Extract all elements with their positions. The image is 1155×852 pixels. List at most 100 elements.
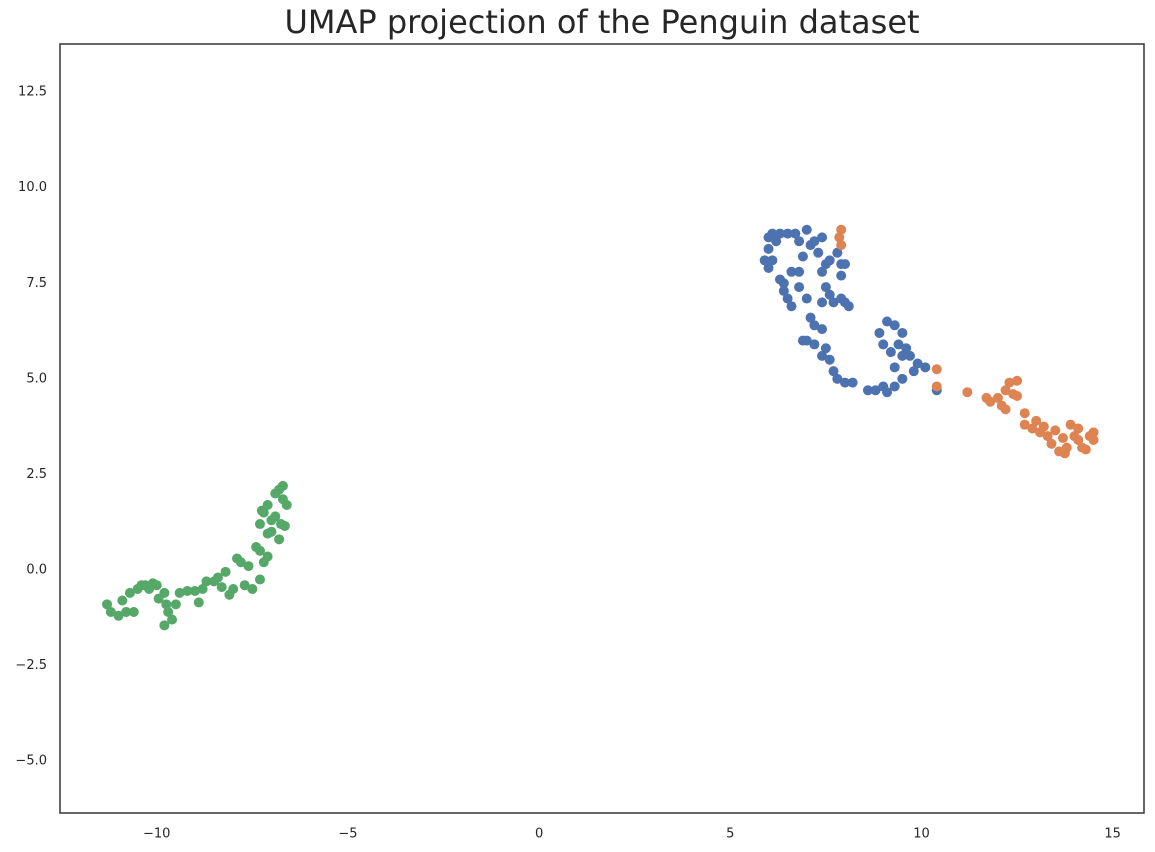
scatter-point xyxy=(794,282,805,293)
scatter-point xyxy=(1031,415,1042,426)
scatter-point xyxy=(813,247,824,258)
scatter-point xyxy=(893,339,904,350)
scatter-point xyxy=(774,228,785,239)
scatter-point xyxy=(809,236,820,247)
scatter-point xyxy=(801,293,812,304)
scatter-point xyxy=(817,266,828,277)
y-tick-label: 5.0 xyxy=(26,371,47,386)
y-tick-label: 12.5 xyxy=(18,85,47,100)
plot-frame xyxy=(59,43,1145,814)
scatter-point xyxy=(897,350,908,361)
scatter-point xyxy=(1088,427,1099,438)
scatter-point xyxy=(235,557,246,568)
scatter-point xyxy=(836,224,847,235)
scatter-point xyxy=(778,278,789,289)
scatter-point xyxy=(817,297,828,308)
scatter-point xyxy=(786,301,797,312)
scatter-point xyxy=(128,606,139,617)
scatter-point xyxy=(763,243,774,254)
scatter-point xyxy=(834,232,845,243)
scatter-point xyxy=(828,297,839,308)
scatter-point xyxy=(1080,444,1091,455)
scatter-point xyxy=(885,347,896,358)
scatter-point xyxy=(124,587,135,598)
scatter-point xyxy=(824,354,835,365)
scatter-point xyxy=(197,584,208,595)
scatter-point xyxy=(1042,431,1053,442)
scatter-point xyxy=(182,585,193,596)
scatter-point xyxy=(828,366,839,377)
scatter-point xyxy=(201,576,212,587)
scatter-point xyxy=(797,251,808,262)
scatter-point xyxy=(262,528,273,539)
scatter-point xyxy=(1019,408,1030,419)
scatter-point xyxy=(839,377,850,388)
scatter-point xyxy=(847,377,858,388)
scatter-point xyxy=(174,587,185,598)
scatter-point xyxy=(1088,434,1099,445)
scatter-point xyxy=(254,545,265,556)
x-tick-label: 10 xyxy=(913,827,930,842)
scatter-point xyxy=(878,339,889,350)
scatter-point xyxy=(254,574,265,585)
scatter-point xyxy=(247,584,258,595)
scatter-point xyxy=(117,595,128,606)
scatter-point xyxy=(767,228,778,239)
scatter-point xyxy=(897,327,908,338)
scatter-point xyxy=(262,551,273,562)
scatter-point xyxy=(862,385,873,396)
scatter-point xyxy=(889,362,900,373)
scatter-point xyxy=(256,505,267,516)
scatter-point xyxy=(832,373,843,384)
scatter-point xyxy=(159,587,170,598)
scatter-point xyxy=(778,285,789,296)
scatter-point xyxy=(189,585,200,596)
scatter-point xyxy=(817,232,828,243)
scatter-point xyxy=(797,335,808,346)
scatter-point xyxy=(782,228,793,239)
scatter-point xyxy=(1012,375,1023,386)
scatter-point xyxy=(882,387,893,398)
scatter-point xyxy=(254,519,265,530)
y-tick-label: 7.5 xyxy=(26,276,47,291)
scatter-point xyxy=(243,561,254,572)
scatter-point xyxy=(1065,419,1076,430)
scatter-point xyxy=(882,316,893,327)
scatter-point xyxy=(904,350,915,361)
scatter-point xyxy=(1050,425,1061,436)
scatter-point xyxy=(270,511,281,522)
scatter-point xyxy=(1038,421,1049,432)
scatter-point xyxy=(1073,434,1084,445)
y-tick-label: 2.5 xyxy=(26,467,47,482)
scatter-point xyxy=(836,240,847,251)
scatter-point xyxy=(167,614,178,625)
scatter-point xyxy=(820,282,831,293)
scatter-point xyxy=(794,266,805,277)
scatter-point xyxy=(102,599,113,610)
scatter-point xyxy=(771,236,782,247)
scatter-point xyxy=(113,610,124,621)
scatter-point xyxy=(277,480,288,491)
scatter-point xyxy=(212,572,223,583)
scatter-point xyxy=(794,236,805,247)
scatter-point xyxy=(809,339,820,350)
scatter-point xyxy=(1000,404,1011,415)
scatter-point xyxy=(274,534,285,545)
scatter-point xyxy=(105,606,116,617)
scatter-point xyxy=(817,350,828,361)
scatter-point xyxy=(824,255,835,266)
scatter-point xyxy=(836,270,847,281)
scatter-point xyxy=(786,266,797,277)
scatter-point xyxy=(1057,433,1068,444)
x-tick-label: 5 xyxy=(726,827,734,842)
scatter-point xyxy=(801,224,812,235)
scatter-point xyxy=(1000,385,1011,396)
scatter-point xyxy=(121,606,132,617)
scatter-point xyxy=(843,301,854,312)
scatter-point xyxy=(820,343,831,354)
scatter-point xyxy=(870,385,881,396)
scatter-point xyxy=(931,381,942,392)
